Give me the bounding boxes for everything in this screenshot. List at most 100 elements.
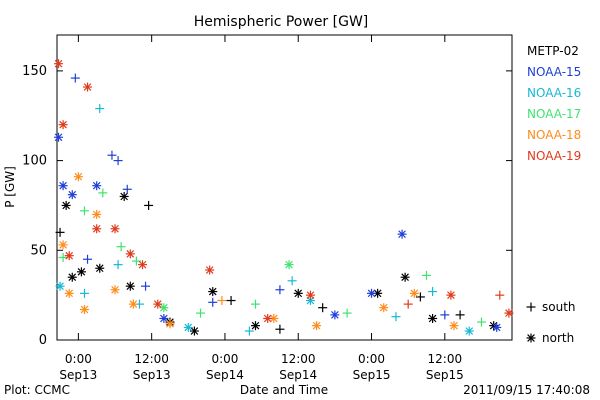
data-point (122, 184, 132, 194)
data-point (318, 303, 328, 313)
data-point (428, 287, 438, 297)
data-point (189, 326, 199, 336)
data-point (55, 227, 65, 237)
data-point (113, 156, 123, 166)
legend-entry: NOAA-18 (527, 128, 581, 142)
data-point (67, 190, 77, 200)
data-point (58, 252, 68, 262)
data-point (138, 260, 148, 270)
data-point (440, 310, 450, 320)
data-point (95, 263, 105, 273)
data-point (287, 276, 297, 286)
data-point (153, 299, 163, 309)
x-tick-time-label: 12:00 (428, 352, 463, 366)
x-tick-time-label: 12:00 (281, 352, 316, 366)
data-point (428, 313, 438, 323)
data-point (208, 287, 218, 297)
data-point (141, 281, 151, 291)
data-point (79, 206, 89, 216)
data-point (92, 224, 102, 234)
x-tick-time-label: 0:00 (211, 352, 238, 366)
data-point (217, 296, 227, 306)
x-tick-time-label: 0:00 (358, 352, 385, 366)
data-point (159, 313, 169, 323)
data-point (58, 120, 68, 130)
data-point (293, 288, 303, 298)
plot-timestamp: 2011/09/15 17:40:08 (463, 383, 590, 397)
data-point (92, 209, 102, 219)
data-point (159, 303, 169, 313)
data-point (275, 285, 285, 295)
data-point (446, 290, 456, 300)
data-point (92, 181, 102, 191)
marker-legend-label: north (542, 331, 574, 345)
legend-entry: NOAA-15 (527, 65, 581, 79)
data-point (250, 299, 260, 309)
marker-legend-label: south (542, 300, 576, 314)
legend-entry: METP-02 (527, 44, 579, 58)
data-point (76, 267, 86, 277)
y-axis-label: P [GW] (3, 166, 17, 208)
y-axis: 0 50 100 150 (22, 64, 512, 348)
data-point (379, 303, 389, 313)
data-point (455, 310, 465, 320)
marker-legend-symbol (526, 333, 536, 343)
legend-entry: NOAA-16 (527, 86, 581, 100)
data-point (464, 326, 474, 336)
data-point (400, 272, 410, 282)
data-point (110, 224, 120, 234)
x-axis: 0:00 Sep13 12:00 Sep13 0:00 Sep14 12:00 Sep14 0:… (59, 35, 464, 382)
data-points (54, 59, 514, 336)
data-point (312, 321, 322, 331)
y-tick-label: 50 (30, 243, 47, 258)
data-point (492, 322, 502, 332)
y-tick-label: 150 (22, 64, 47, 79)
data-point (110, 285, 120, 295)
data-point (107, 150, 117, 160)
data-point (284, 260, 294, 270)
x-axis-label: Date and Time (240, 383, 328, 397)
data-point (305, 290, 315, 300)
plot-credit: Plot: CCMC (4, 383, 70, 397)
marker-legend: south north (526, 300, 576, 345)
data-point (116, 242, 126, 252)
data-point (449, 321, 459, 331)
data-point (165, 319, 175, 329)
x-tick-date-label: Sep15 (353, 368, 391, 382)
data-point (208, 297, 218, 307)
data-point (421, 270, 431, 280)
data-point (79, 305, 89, 314)
data-point (205, 265, 215, 275)
data-point (128, 299, 138, 309)
data-point (61, 200, 71, 210)
data-point (125, 249, 135, 259)
data-point (367, 288, 377, 298)
data-point (495, 290, 505, 300)
x-tick-date-label: Sep13 (133, 368, 171, 382)
y-tick-label: 0 (39, 333, 47, 348)
data-point (275, 324, 285, 334)
data-point (226, 296, 236, 306)
plot-frame (56, 34, 513, 341)
x-tick-date-label: Sep15 (426, 368, 464, 382)
data-point (403, 299, 413, 309)
data-point (330, 310, 340, 320)
data-point (119, 191, 129, 201)
data-point (342, 308, 352, 318)
data-point (95, 104, 105, 114)
data-point (397, 229, 407, 239)
data-point (83, 82, 93, 92)
data-point (70, 73, 80, 83)
data-point (113, 260, 123, 270)
data-point (125, 281, 135, 291)
data-point (183, 322, 193, 332)
data-point (269, 313, 279, 323)
x-tick-date-label: Sep13 (59, 368, 97, 382)
legend-entry: NOAA-17 (527, 107, 581, 121)
data-point (196, 308, 206, 318)
data-point (504, 308, 514, 318)
data-point (263, 313, 273, 323)
data-point (391, 312, 401, 322)
data-point (64, 288, 74, 298)
data-point (55, 281, 65, 291)
